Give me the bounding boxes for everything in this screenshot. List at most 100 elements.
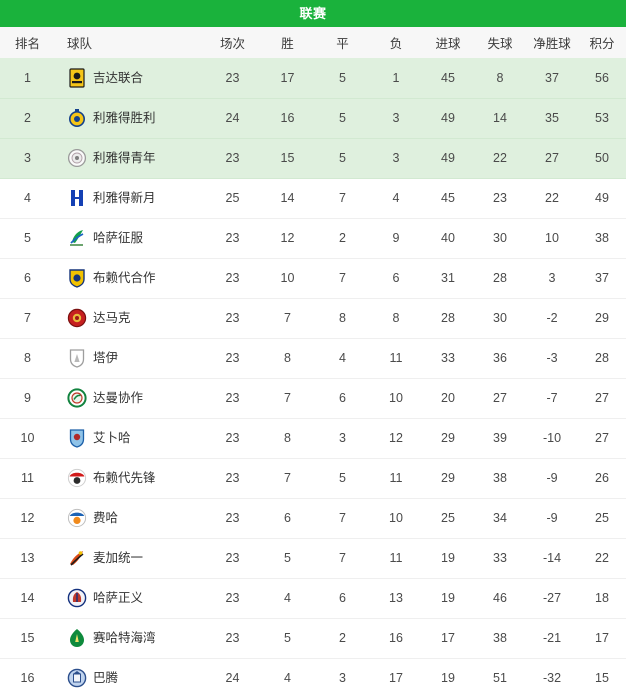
cell-gd: -9 (546, 511, 558, 525)
cell-ga: 14 (493, 111, 507, 125)
column-header-l[interactable]: 负 (389, 37, 403, 51)
team-cell[interactable]: 利雅得胜利 (55, 98, 205, 138)
cell-rank: 9 (24, 391, 31, 405)
team-cell-content: 布赖代合作 (67, 268, 205, 288)
table-row[interactable]: 7 达马克 23 7 8 8 28 30 -2 29 (0, 298, 626, 338)
cell-gf: 17 (441, 631, 455, 645)
club-badge-riyadh-shabab (67, 148, 87, 168)
cell-l: 11 (389, 351, 403, 365)
team-cell[interactable]: 布赖代合作 (55, 258, 205, 298)
cell-w: 7 (284, 391, 291, 405)
team-cell-content: 塔伊 (67, 348, 205, 368)
table-row[interactable]: 8 塔伊 23 8 4 11 33 36 -3 28 (0, 338, 626, 378)
table-row[interactable]: 14 哈萨正义 23 4 6 13 19 46 -27 18 (0, 578, 626, 618)
team-cell-content: 哈萨正义 (67, 588, 205, 608)
column-header-gf[interactable]: 进球 (435, 37, 461, 51)
team-cell-content: 利雅得胜利 (67, 108, 205, 128)
standings-table: 排名 球队 场次胜平负进球 失球 净胜球 积分 1 吉达联合 23 17 5 1 45 8 37 56 2 利雅… (0, 27, 626, 694)
cell-rank: 12 (20, 511, 35, 525)
table-row[interactable]: 15 赛哈特海湾 23 5 2 16 17 38 -21 17 (0, 618, 626, 658)
cell-l: 12 (389, 431, 403, 445)
column-header-team[interactable]: 球队 (67, 37, 93, 51)
cell-d: 6 (339, 391, 346, 405)
team-cell-content: 费哈 (67, 508, 205, 528)
column-header-rank[interactable]: 排名 (14, 37, 40, 51)
team-name: 达马克 (93, 310, 131, 325)
table-row[interactable]: 1 吉达联合 23 17 5 1 45 8 37 56 (0, 58, 626, 98)
cell-d: 3 (339, 431, 346, 445)
team-name: 利雅得青年 (93, 150, 156, 165)
cell-pts: 27 (595, 391, 609, 405)
cell-ga: 38 (493, 471, 507, 485)
team-cell[interactable]: 艾卜哈 (55, 418, 205, 458)
team-name: 费哈 (93, 510, 119, 525)
cell-ga: 23 (493, 191, 507, 205)
cell-gd: -27 (542, 591, 562, 605)
team-cell[interactable]: 利雅得新月 (55, 178, 205, 218)
team-cell[interactable]: 哈萨征服 (55, 218, 205, 258)
cell-ga: 27 (493, 391, 507, 405)
table-row[interactable]: 6 布赖代合作 23 10 7 6 31 28 3 37 (0, 258, 626, 298)
cell-gf: 29 (441, 471, 455, 485)
cell-gd: 35 (545, 111, 559, 125)
column-header-ga[interactable]: 失球 (487, 37, 513, 51)
table-row[interactable]: 2 利雅得胜利 24 16 5 3 49 14 35 53 (0, 98, 626, 138)
team-cell[interactable]: 哈萨正义 (55, 578, 205, 618)
cell-mp: 23 (225, 551, 240, 565)
cell-ga: 28 (493, 271, 507, 285)
cell-w: 7 (284, 471, 291, 485)
cell-pts: 17 (595, 631, 609, 645)
cell-mp: 23 (225, 231, 240, 245)
club-badge-riyadh-hilal (67, 188, 87, 208)
team-name: 麦加统一 (93, 550, 144, 565)
page-title: 联赛 (299, 6, 327, 21)
cell-l: 9 (392, 231, 400, 245)
column-header-gd[interactable]: 净胜球 (533, 37, 571, 51)
cell-l: 11 (389, 471, 403, 485)
team-cell[interactable]: 赛哈特海湾 (55, 618, 205, 658)
team-name: 塔伊 (93, 350, 119, 365)
team-cell[interactable]: 利雅得青年 (55, 138, 205, 178)
team-cell[interactable]: 达马克 (55, 298, 205, 338)
cell-mp: 23 (225, 431, 240, 445)
cell-rank: 15 (20, 631, 35, 645)
team-cell[interactable]: 巴腾 (55, 658, 205, 694)
club-badge-jeddah-ittihad (67, 68, 87, 88)
cell-gf: 49 (441, 151, 455, 165)
cell-ga: 8 (496, 70, 504, 85)
cell-gf: 19 (441, 551, 455, 565)
cell-gd: -2 (546, 311, 558, 325)
column-header-pts[interactable]: 积分 (589, 37, 615, 51)
table-row[interactable]: 13 麦加统一 23 5 7 11 19 33 -14 22 (0, 538, 626, 578)
team-cell[interactable]: 吉达联合 (55, 58, 205, 98)
table-row[interactable]: 11 布赖代先锋 23 7 5 11 29 38 -9 26 (0, 458, 626, 498)
club-badge-khaleej (67, 628, 87, 648)
cell-pts: 28 (595, 351, 609, 365)
team-cell[interactable]: 费哈 (55, 498, 205, 538)
column-header-w[interactable]: 胜 (281, 37, 294, 51)
team-cell[interactable]: 达曼协作 (55, 378, 205, 418)
cell-mp: 23 (225, 70, 240, 85)
cell-d: 2 (339, 631, 346, 645)
cell-d: 6 (339, 591, 346, 605)
team-cell-content: 利雅得新月 (67, 188, 205, 208)
table-row[interactable]: 3 利雅得青年 23 15 5 3 49 22 27 50 (0, 138, 626, 178)
table-row[interactable]: 16 巴腾 24 4 3 17 19 51 -32 15 (0, 658, 626, 694)
table-row[interactable]: 4 利雅得新月 25 14 7 4 45 23 22 49 (0, 178, 626, 218)
team-cell[interactable]: 麦加统一 (55, 538, 205, 578)
table-row[interactable]: 5 哈萨征服 23 12 2 9 40 30 10 38 (0, 218, 626, 258)
cell-gd: 10 (545, 231, 559, 245)
table-row[interactable]: 10 艾卜哈 23 8 3 12 29 39 -10 27 (0, 418, 626, 458)
team-cell[interactable]: 塔伊 (55, 338, 205, 378)
column-header-d[interactable]: 平 (336, 37, 349, 51)
cell-ga: 46 (493, 591, 507, 605)
team-name: 利雅得新月 (93, 190, 156, 205)
club-badge-qadsiah (67, 228, 87, 248)
column-header-mp[interactable]: 场次 (219, 37, 245, 51)
table-row[interactable]: 12 费哈 23 6 7 10 25 34 -9 25 (0, 498, 626, 538)
club-badge-riyadh-nassr (67, 108, 87, 128)
cell-d: 5 (339, 111, 346, 125)
cell-d: 5 (339, 471, 346, 485)
team-cell[interactable]: 布赖代先锋 (55, 458, 205, 498)
table-row[interactable]: 9 达曼协作 23 7 6 10 20 27 -7 27 (0, 378, 626, 418)
